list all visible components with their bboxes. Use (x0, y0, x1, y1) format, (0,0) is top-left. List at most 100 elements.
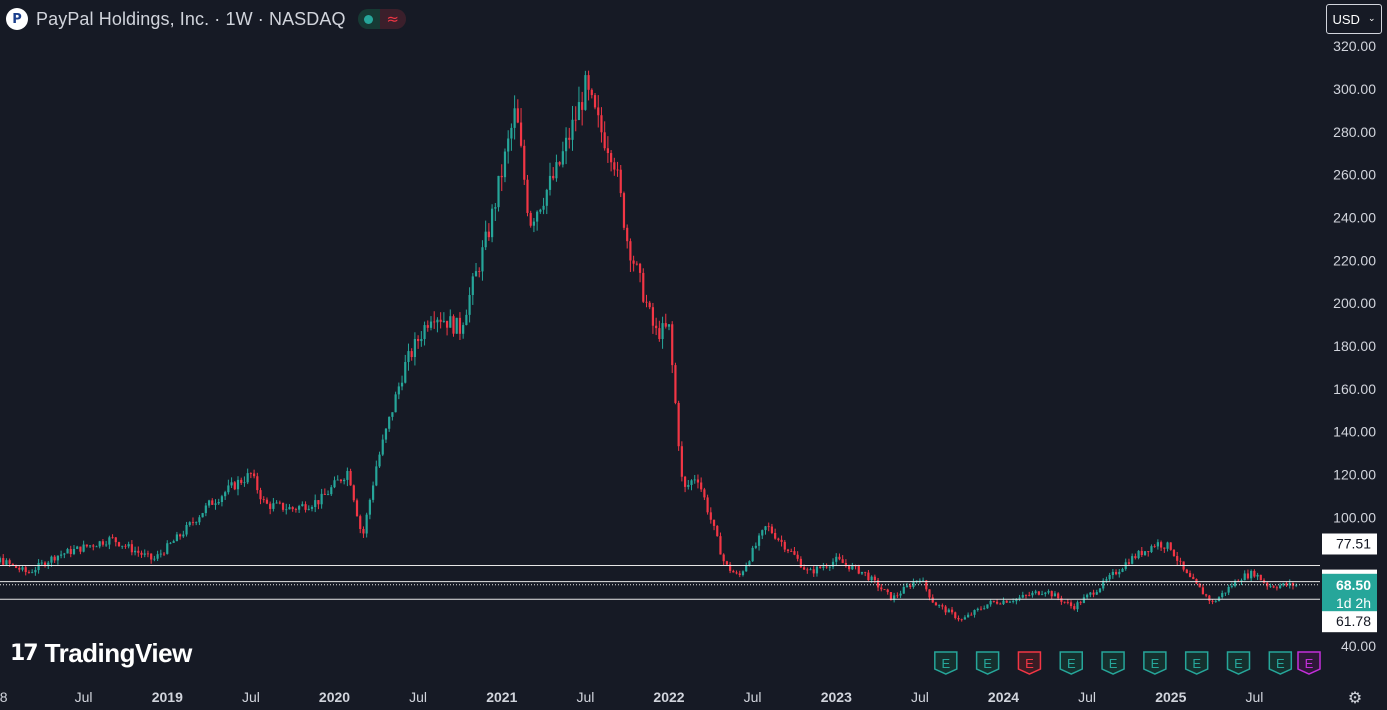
candle (346, 467, 349, 487)
candle (372, 481, 375, 503)
time-axis[interactable]: 18 Jul 2019 Jul 2020 Jul 2021 Jul 2022 Jul 2023 Jul… (0, 689, 1263, 705)
candle (741, 570, 745, 577)
candle (220, 494, 224, 507)
tradingview-wordmark: TradingView (44, 637, 193, 668)
candle (1243, 570, 1246, 581)
earnings-label: E (1234, 656, 1243, 671)
candle (893, 592, 896, 603)
candle (1134, 553, 1137, 560)
candle (581, 91, 584, 126)
candle (716, 525, 719, 537)
candle (304, 501, 307, 513)
earnings-marker[interactable]: E (1101, 651, 1125, 675)
candle (828, 565, 831, 571)
candle (577, 86, 581, 121)
candle (642, 268, 645, 304)
candle (1108, 572, 1111, 582)
candle (352, 484, 355, 503)
candle (844, 559, 847, 568)
candle (574, 106, 577, 132)
candle (471, 272, 474, 305)
candle (462, 322, 465, 339)
candle (883, 589, 886, 591)
currency-selector[interactable]: USD ⌄ (1326, 4, 1382, 34)
candle (725, 560, 728, 566)
candle (732, 569, 735, 573)
candle (1089, 591, 1092, 598)
candle (105, 540, 108, 547)
candle (1214, 600, 1217, 603)
candle (786, 548, 790, 554)
candle (314, 494, 317, 513)
candle (584, 70, 587, 111)
current-price-label[interactable]: 68.50 1d 2h (1322, 573, 1377, 614)
candle (947, 608, 950, 613)
candle (420, 331, 423, 347)
price-level-label[interactable]: 61.78 (1322, 611, 1377, 633)
candle (121, 545, 124, 549)
earnings-marker[interactable]: E (1268, 651, 1293, 675)
candle (211, 498, 214, 506)
candle (622, 191, 626, 231)
candle (1156, 539, 1159, 550)
candle (114, 537, 117, 547)
candle (632, 255, 635, 272)
earnings-marker[interactable]: E (975, 651, 1000, 675)
candle (851, 562, 854, 570)
candle (703, 487, 706, 501)
candle (1008, 600, 1012, 603)
candle (886, 588, 889, 595)
candle (1018, 594, 1021, 602)
candle (195, 521, 198, 526)
candle (1050, 590, 1053, 600)
candle (667, 324, 671, 331)
candle (130, 540, 133, 556)
earnings-marker[interactable]: E (1184, 651, 1209, 675)
candle (1063, 601, 1066, 604)
candle (1028, 591, 1031, 597)
candle (484, 220, 487, 251)
earnings-marker[interactable]: E (1017, 651, 1042, 675)
candle (1002, 597, 1005, 606)
candle (1021, 591, 1024, 599)
price-level-label[interactable]: 77.51 (1322, 533, 1377, 555)
candle (941, 603, 944, 610)
candle (326, 490, 330, 496)
candle (606, 136, 609, 163)
price-axis[interactable]: 320.00 300.00 280.00 260.00 240.00 220.00 200.… (1322, 38, 1377, 654)
earnings-marker[interactable]: E (934, 651, 958, 675)
x-tick-label: 2021 (486, 689, 517, 705)
candle (0, 556, 2, 564)
candle (1179, 557, 1182, 566)
candle (34, 566, 37, 576)
candle (655, 317, 658, 336)
candle (774, 528, 777, 540)
candle (510, 123, 513, 151)
candle (793, 546, 796, 556)
candle (111, 534, 114, 539)
candle (375, 460, 378, 487)
chart-settings-icon[interactable]: ⚙ (1347, 687, 1363, 707)
earnings-marker[interactable]: E (1226, 651, 1251, 675)
candle (819, 565, 822, 569)
earnings-marker[interactable]: E (1143, 651, 1167, 675)
earnings-marker[interactable]: E (1297, 651, 1321, 675)
candle (500, 164, 503, 192)
candle (831, 558, 835, 570)
symbol-header: P PayPal Holdings, Inc. · 1W · NASDAQ ≈ (6, 6, 406, 32)
candle (507, 130, 510, 164)
candle (610, 150, 613, 172)
tradingview-logo[interactable]: 17 TradingView (10, 638, 192, 668)
candle (497, 175, 500, 212)
price-level-value: 61.78 (1336, 613, 1371, 629)
earnings-marker[interactable]: E (1059, 651, 1083, 675)
candle (1005, 600, 1008, 604)
candle (841, 555, 844, 564)
symbol-title[interactable]: PayPal Holdings, Inc. · 1W · NASDAQ (36, 8, 346, 29)
x-tick-label: Jul (1245, 689, 1263, 705)
candle (526, 174, 529, 217)
candle (1259, 574, 1262, 581)
market-status[interactable]: ≈ (357, 9, 406, 29)
candle (92, 544, 95, 551)
